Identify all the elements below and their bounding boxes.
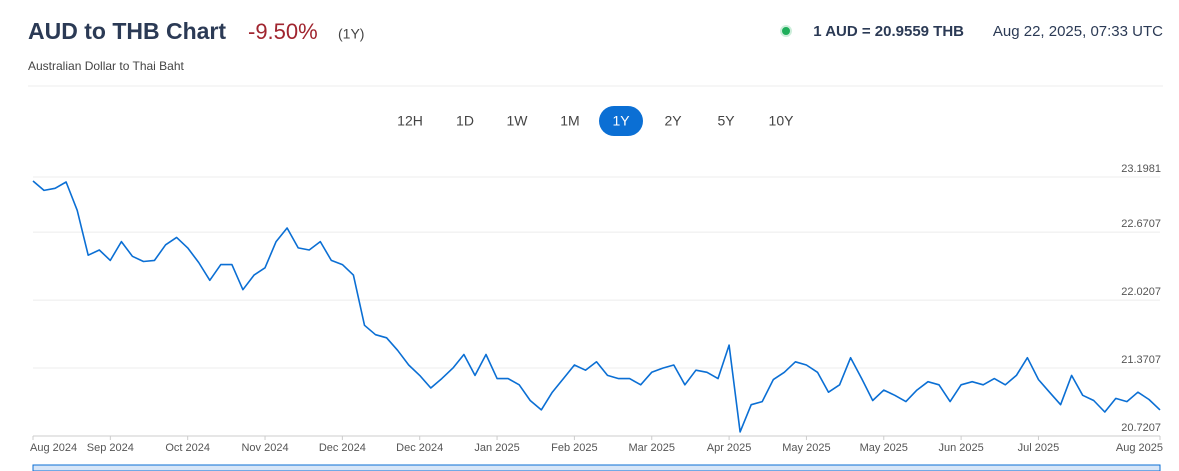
x-tick-label: Feb 2025 <box>551 442 597 454</box>
x-tick-label: Sep 2024 <box>87 442 134 454</box>
timestamp: Aug 22, 2025, 07:33 UTC <box>993 23 1163 40</box>
plot: 23.1981 22.6707 22.0207 21.3707 20.7207 Aug 2… <box>30 163 1163 454</box>
x-tick-label: Aug 2025 <box>1116 442 1163 454</box>
x-tick-label: Mar 2025 <box>629 442 675 454</box>
x-tick-label: Jul 2025 <box>1018 442 1060 454</box>
range-button[interactable]: 10Y <box>769 113 795 129</box>
x-tick-label: Oct 2024 <box>165 442 210 454</box>
rate: 1 AUD = 20.9559 THB <box>813 23 964 40</box>
x-tick-label: Jan 2025 <box>474 442 519 454</box>
range-button[interactable]: 1M <box>560 113 579 129</box>
y-tick-label: 21.3707 <box>1121 354 1161 366</box>
change: -9.50% <box>248 19 318 44</box>
x-tick-label: May 2025 <box>782 442 830 454</box>
range-buttons: 12H 1D 1W 1M 1Y 2Y 5Y 10Y <box>397 106 794 136</box>
y-tick-label: 22.6707 <box>1121 218 1161 230</box>
x-tick-label: Aug 2024 <box>30 442 77 454</box>
range-button[interactable]: 12H <box>397 113 423 129</box>
x-tick-label: Nov 2024 <box>241 442 288 454</box>
y-tick-label: 23.1981 <box>1121 163 1161 175</box>
y-tick-label: 22.0207 <box>1121 286 1161 298</box>
range-button[interactable]: 1Y <box>612 113 630 129</box>
x-tick-label: Dec 2024 <box>396 442 443 454</box>
title: AUD to THB Chart <box>28 18 226 44</box>
navigator <box>32 464 1161 471</box>
range-button[interactable]: 1W <box>507 113 529 129</box>
range-button[interactable]: 2Y <box>664 113 682 129</box>
period: (1Y) <box>338 26 364 42</box>
x-tick-label: Jun 2025 <box>938 442 983 454</box>
x-tick-label: Apr 2025 <box>707 442 752 454</box>
price-line <box>32 180 1161 433</box>
subtitle: Australian Dollar to Thai Baht <box>28 59 185 73</box>
range-button[interactable]: 1D <box>456 113 474 129</box>
range-button-active[interactable] <box>599 106 643 136</box>
range-button[interactable]: 5Y <box>717 113 735 129</box>
y-tick-label: 20.7207 <box>1121 422 1161 434</box>
x-tick-label: Dec 2024 <box>319 442 366 454</box>
x-tick-label: May 2025 <box>860 442 908 454</box>
status-dot <box>780 25 792 37</box>
